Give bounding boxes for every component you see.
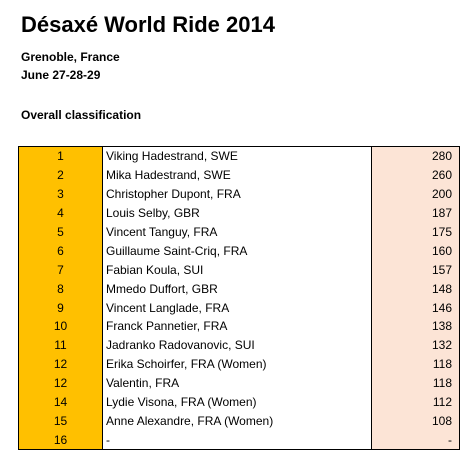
rider-cell: Valentin, FRA bbox=[102, 373, 372, 393]
event-dates: June 27-28-29 bbox=[21, 68, 101, 82]
rider-cell: Fabian Koula, SUI bbox=[102, 260, 372, 280]
points-cell: 138 bbox=[371, 317, 460, 336]
points-cell: 157 bbox=[371, 260, 460, 280]
points-cell: 108 bbox=[371, 411, 460, 431]
rank-cell: 15 bbox=[18, 411, 103, 431]
rank-cell: 12 bbox=[18, 354, 103, 374]
rider-cell: Lydie Visona, FRA (Women) bbox=[102, 392, 372, 412]
event-location: Grenoble, France bbox=[21, 50, 120, 64]
rider-cell: Erika Schoirfer, FRA (Women) bbox=[102, 354, 372, 374]
section-heading: Overall classification bbox=[21, 108, 142, 122]
points-cell: 175 bbox=[371, 222, 460, 242]
rider-cell: Mmedo Duffort, GBR bbox=[102, 279, 372, 299]
rider-cell: Louis Selby, GBR bbox=[102, 203, 372, 223]
rank-cell: 14 bbox=[18, 392, 103, 412]
rider-cell: Guillaume Saint-Criq, FRA bbox=[102, 241, 372, 261]
rank-cell: 5 bbox=[18, 222, 103, 242]
table-row: 4 Louis Selby, GBR 187 bbox=[18, 203, 460, 223]
points-cell: 132 bbox=[371, 335, 460, 355]
table-row: 8 Mmedo Duffort, GBR 148 bbox=[18, 279, 460, 299]
table-row: 3 Christopher Dupont, FRA 200 bbox=[18, 184, 460, 204]
table-row: 7 Fabian Koula, SUI 157 bbox=[18, 260, 460, 280]
points-cell: 118 bbox=[371, 373, 460, 393]
table-row: 2 Mika Hadestrand, SWE 260 bbox=[18, 165, 460, 185]
points-cell: 280 bbox=[371, 146, 460, 166]
points-cell: 160 bbox=[371, 241, 460, 261]
table-row: 12 Erika Schoirfer, FRA (Women) 118 bbox=[18, 354, 460, 374]
rank-cell: 8 bbox=[18, 279, 103, 299]
table-row: 14 Lydie Visona, FRA (Women) 112 bbox=[18, 392, 460, 412]
rank-cell: 11 bbox=[18, 335, 103, 355]
points-cell: 187 bbox=[371, 203, 460, 223]
table-row: 11 Jadranko Radovanovic, SUI 132 bbox=[18, 335, 460, 355]
rank-cell: 12 bbox=[18, 373, 103, 393]
rider-cell: Vincent Langlade, FRA bbox=[102, 298, 372, 318]
rank-cell: 3 bbox=[18, 184, 103, 204]
table-row: 12 Valentin, FRA 118 bbox=[18, 373, 460, 393]
rank-cell: 1 bbox=[18, 146, 103, 166]
table-row: 9 Vincent Langlade, FRA 146 bbox=[18, 298, 460, 318]
rank-cell: 6 bbox=[18, 241, 103, 261]
rider-cell: Vincent Tanguy, FRA bbox=[102, 222, 372, 242]
rider-cell: Mika Hadestrand, SWE bbox=[102, 165, 372, 185]
classification-table-body: 1 Viking Hadestrand, SWE 280 2 Mika Hadestra… bbox=[18, 146, 460, 450]
rider-cell: Franck Pannetier, FRA bbox=[102, 317, 372, 336]
classification-table: 1 Viking Hadestrand, SWE 280 2 Mika Hadestra… bbox=[18, 146, 460, 451]
points-cell: - bbox=[371, 430, 460, 450]
table-row: 5 Vincent Tanguy, FRA 175 bbox=[18, 222, 460, 242]
points-cell: 200 bbox=[371, 184, 460, 204]
table-row: 1 Viking Hadestrand, SWE 280 bbox=[18, 146, 460, 166]
rank-cell: 10 bbox=[18, 317, 103, 336]
rank-cell: 16 bbox=[18, 430, 103, 450]
rider-cell: - bbox=[102, 430, 372, 450]
rider-cell: Jadranko Radovanovic, SUI bbox=[102, 335, 372, 355]
points-cell: 148 bbox=[371, 279, 460, 299]
table-row: 10 Franck Pannetier, FRA 138 bbox=[18, 317, 460, 336]
rider-cell: Anne Alexandre, FRA (Women) bbox=[102, 411, 372, 431]
rank-cell: 4 bbox=[18, 203, 103, 223]
points-cell: 146 bbox=[371, 298, 460, 318]
table-row: 16- - bbox=[18, 430, 460, 450]
table-row: 15 Anne Alexandre, FRA (Women) 108 bbox=[18, 411, 460, 431]
rider-cell: Christopher Dupont, FRA bbox=[102, 184, 372, 204]
points-cell: 118 bbox=[371, 354, 460, 374]
page-title: Désaxé World Ride 2014 bbox=[21, 12, 275, 37]
rank-cell: 2 bbox=[18, 165, 103, 185]
table-row: 6 Guillaume Saint-Criq, FRA 160 bbox=[18, 241, 460, 261]
points-cell: 260 bbox=[371, 165, 460, 185]
rank-cell: 7 bbox=[18, 260, 103, 280]
rank-cell: 9 bbox=[18, 298, 103, 318]
points-cell: 112 bbox=[371, 392, 460, 412]
rider-cell: Viking Hadestrand, SWE bbox=[102, 146, 372, 166]
